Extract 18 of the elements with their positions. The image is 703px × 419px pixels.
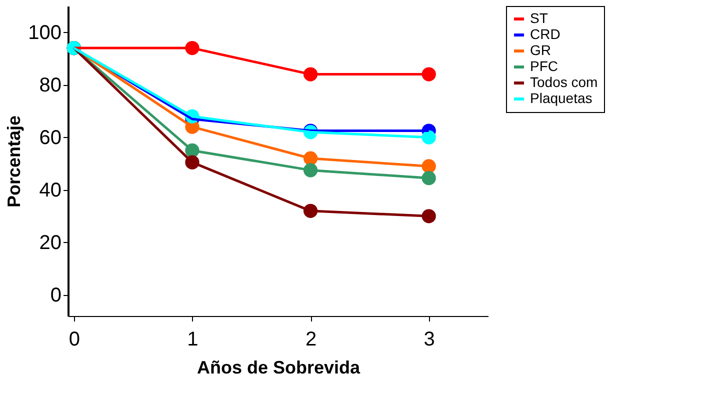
legend-label: Plaquetas xyxy=(530,90,592,106)
x-axis-title: Años de Sobrevida xyxy=(196,358,362,378)
y-tick-label: 60 xyxy=(39,126,62,149)
y-tick-label: 80 xyxy=(39,74,62,96)
x-tick-label: 1 xyxy=(187,328,198,350)
x-tick-label: 2 xyxy=(305,328,317,350)
y-tick-label: 40 xyxy=(39,179,62,202)
legend-label: PFC xyxy=(530,58,558,74)
legend-label: GR xyxy=(530,42,551,58)
y-tick-label: 0 xyxy=(50,284,62,306)
y-tick-label: 20 xyxy=(39,232,62,254)
x-tick-label: 0 xyxy=(68,328,80,350)
x-tick-label: 3 xyxy=(424,328,435,350)
legend-label: Todos com xyxy=(530,74,598,90)
legend-label: ST xyxy=(530,10,548,26)
legend-label: CRD xyxy=(530,26,560,42)
y-tick-label: 100 xyxy=(28,22,62,44)
y-axis-title: Porcentaje xyxy=(4,115,24,208)
